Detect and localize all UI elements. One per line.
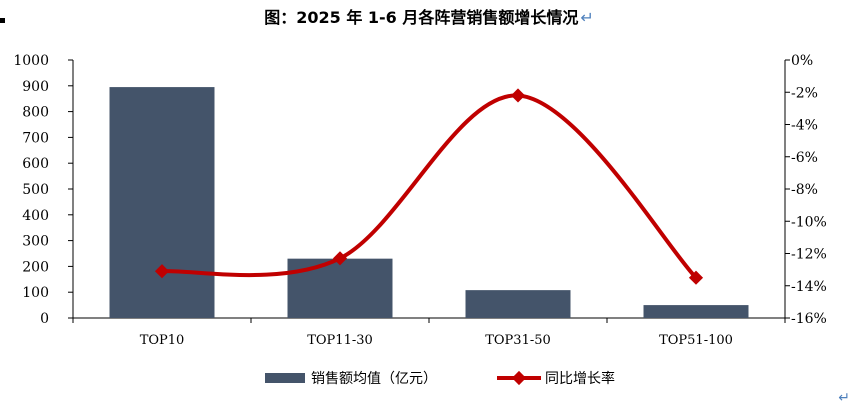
bar [465, 290, 571, 318]
left-tick-label: 900 [22, 79, 49, 95]
right-tick-label: -14% [791, 279, 827, 295]
right-tick-label: -12% [791, 247, 827, 263]
line-series [154, 88, 704, 285]
right-tick-label: -8% [791, 182, 818, 198]
legend: 销售额均值（亿元） 同比增长率 [265, 370, 615, 387]
bar [109, 87, 215, 318]
bar [287, 258, 393, 318]
right-tick-label: -2% [791, 85, 818, 101]
right-tick-label: -10% [791, 214, 827, 230]
lead-mark [0, 18, 5, 23]
left-tick-label: 300 [22, 234, 49, 250]
right-tick-label: 0% [791, 53, 813, 69]
chart-title-text: 图：2025 年 1-6 月各阵营销售额增长情况 [264, 8, 579, 27]
tick-labels: 0 100 200 300 400 500 600 700 800 900 1000 -16% -14%… [13, 53, 827, 348]
line-point [510, 88, 526, 103]
x-tick-label: TOP11-30 [307, 333, 373, 348]
x-tick-label: TOP31-50 [485, 333, 551, 348]
legend-marker-line [511, 370, 527, 386]
left-tick-label: 200 [22, 259, 49, 275]
right-tick-label: -16% [791, 311, 827, 327]
chart-title: 图：2025 年 1-6 月各阵营销售额增长情况 ↵ [0, 4, 858, 28]
return-mark-icon: ↵ [838, 390, 850, 406]
left-tick-label: 500 [22, 182, 49, 198]
bar [643, 305, 749, 318]
legend-swatch-bar [265, 373, 305, 383]
left-tick-label: 1000 [13, 53, 49, 69]
x-tick-label: TOP10 [140, 333, 185, 348]
legend-label-line: 同比增长率 [545, 370, 615, 387]
left-tick-label: 400 [22, 208, 49, 224]
right-tick-label: -4% [791, 118, 818, 134]
left-tick-label: 800 [22, 105, 49, 121]
line-point [332, 251, 348, 266]
line-point [154, 264, 170, 279]
left-tick-label: 700 [22, 130, 49, 146]
bar-series [109, 87, 749, 318]
growth-line [161, 93, 698, 280]
return-mark-icon: ↵ [580, 8, 594, 27]
left-tick-label: 600 [22, 156, 49, 172]
right-tick-label: -6% [791, 150, 818, 166]
left-tick-label: 0 [40, 311, 49, 327]
line-point [688, 270, 704, 285]
left-tick-label: 100 [22, 285, 49, 301]
x-tick-label: TOP51-100 [659, 333, 733, 348]
legend-label-bar: 销售额均值（亿元） [311, 371, 437, 387]
